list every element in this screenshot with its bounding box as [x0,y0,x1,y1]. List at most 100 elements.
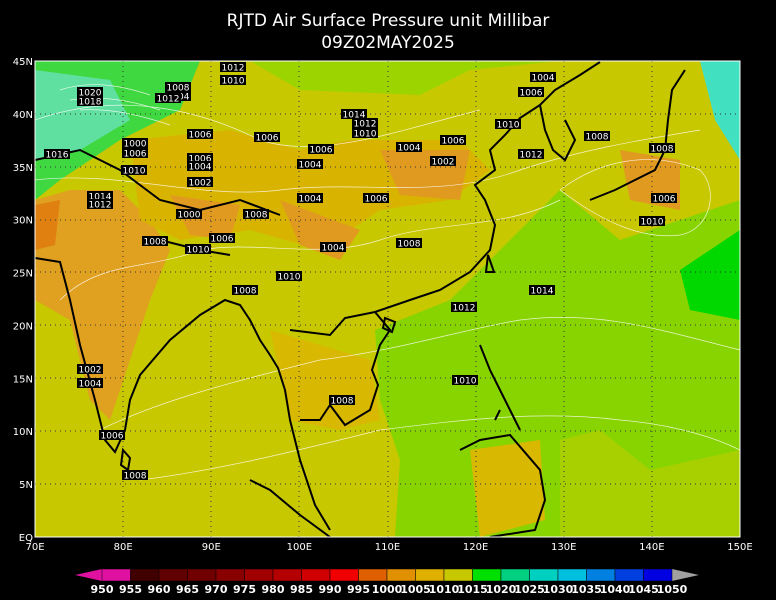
label-box [187,129,213,139]
label-box [363,193,389,203]
label-box [584,131,610,141]
y-tick-label: 20N [13,321,33,332]
label-box [185,244,211,254]
label-box [396,238,422,248]
label-text: 1000 [124,140,147,150]
label-text: 1004 [299,161,322,171]
label-text: 1010 [278,273,301,283]
colorbar-label: 995 [347,583,370,596]
label-box [187,161,213,171]
contour-label: 1008 [142,236,168,248]
contour-label: 1020 [77,87,103,99]
label-box [77,96,103,106]
x-tick-label: 70E [25,542,44,553]
label-text: 1004 [189,163,212,173]
label-text: 1014 [531,287,554,297]
colorbar-label: 1020 [486,583,517,596]
colorbar-label: 950 [91,583,114,596]
label-text: 1004 [79,380,102,390]
label-text: 1012 [222,64,245,74]
field-north [35,61,560,95]
label-box [44,149,70,159]
label-box [495,119,521,129]
colorbar-label: 1010 [429,583,460,596]
colorbar-label: 955 [119,583,142,596]
x-tick-label: 130E [551,542,576,553]
contour-label: 1010 [495,119,521,131]
colorbar-box [614,568,644,582]
contour-label: 1010 [276,271,302,283]
colorbar-label: 965 [176,583,199,596]
contour-label: 1010 [220,75,246,87]
contour-label: 1006 [308,144,334,156]
label-text: 1012 [89,201,112,211]
label-box [220,75,246,85]
label-text: 1010 [354,130,377,140]
label-text: 1006 [520,89,543,99]
label-text: 1010 [123,167,146,177]
colorbar-box [329,568,359,582]
label-box [530,72,556,82]
colorbar-label: 980 [262,583,285,596]
map-area: 1012101010041006100810041012102010181010… [35,61,740,537]
label-box [187,153,213,163]
contour-label: 1006 [122,148,148,160]
label-text: 1010 [641,218,664,228]
label-box [352,128,378,138]
label-box [77,378,103,388]
map-frame [34,60,741,538]
label-box [297,159,323,169]
label-text: 1006 [189,155,212,165]
contour-label: 1004 [187,161,213,173]
label-text: 1008 [144,238,167,248]
contour-label: 1006 [209,233,235,245]
label-text: 1006 [101,432,124,442]
label-box [297,193,323,203]
contour-label: 1008 [243,209,269,221]
contour-label: 1004 [77,378,103,390]
label-text: 1014 [89,193,112,203]
colorbar-under [75,569,102,581]
label-box [276,271,302,281]
label-text: 1004 [299,195,322,205]
colorbar-label: 975 [233,583,256,596]
contour-label: 1010 [639,216,665,228]
contour-label: 1006 [651,193,677,205]
label-text: 1008 [167,84,190,94]
contour-label: 1006 [187,129,213,141]
label-box [341,109,367,119]
colorbar-label: 1035 [571,583,602,596]
field-low-west [35,200,60,250]
colorbar-box [643,568,673,582]
y-tick-label: 35N [13,163,33,174]
label-text: 1002 [189,179,212,189]
contour-label: 1006 [363,193,389,205]
contour-label: 1014 [341,109,367,121]
label-text: 1012 [453,304,476,314]
x-tick-label: 140E [639,542,664,553]
contour-label: 1010 [185,244,211,256]
label-box [77,87,103,97]
colorbar: 950 955 960 965 970 975 980 985 990 995 1000100510… [75,568,699,596]
contour-label: 1012 [220,62,246,74]
label-box [396,142,422,152]
y-tick-label: 5N [19,480,33,491]
label-text: 1008 [234,287,257,297]
label-text: 1008 [651,145,674,155]
label-box [122,148,148,158]
x-tick-label: 100E [287,542,312,553]
contour-label: 1012 [451,302,477,314]
contour-label: 1004 [297,159,323,171]
label-text: 1018 [79,98,102,108]
contour-label: 1008 [396,238,422,250]
label-text: 1004 [398,144,421,154]
label-box [254,132,280,142]
contour-label: 1010 [352,128,378,140]
contour-label: 1004 [396,142,422,154]
colorbar-label: 1005 [400,583,431,596]
y-tick-label: 15N [13,374,33,385]
label-text: 1004 [532,74,555,84]
label-text: 1006 [653,195,676,205]
colorbar-box [130,568,160,582]
